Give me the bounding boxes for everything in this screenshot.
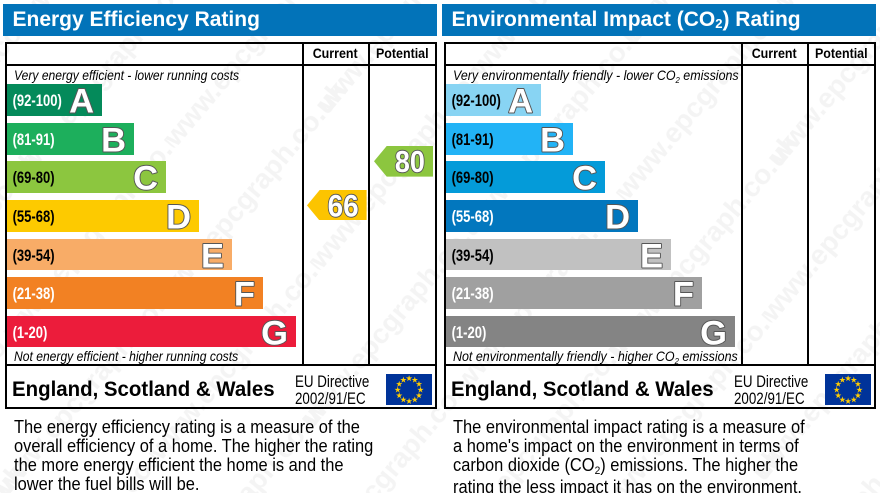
svg-text:F: F: [673, 277, 694, 309]
svg-text:E: E: [200, 239, 223, 271]
svg-text:A: A: [508, 84, 533, 116]
svg-text:G: G: [261, 316, 288, 348]
svg-text:66: 66: [328, 190, 359, 221]
svg-text:D: D: [166, 200, 191, 232]
svg-text:B: B: [540, 123, 565, 155]
svg-text:E: E: [639, 239, 662, 271]
svg-text:B: B: [101, 123, 126, 155]
svg-text:D: D: [605, 200, 630, 232]
svg-text:G: G: [700, 316, 727, 348]
svg-text:C: C: [572, 161, 597, 193]
svg-text:A: A: [69, 84, 94, 116]
svg-text:C: C: [133, 161, 158, 193]
svg-text:80: 80: [395, 146, 425, 177]
svg-text:F: F: [234, 277, 255, 309]
